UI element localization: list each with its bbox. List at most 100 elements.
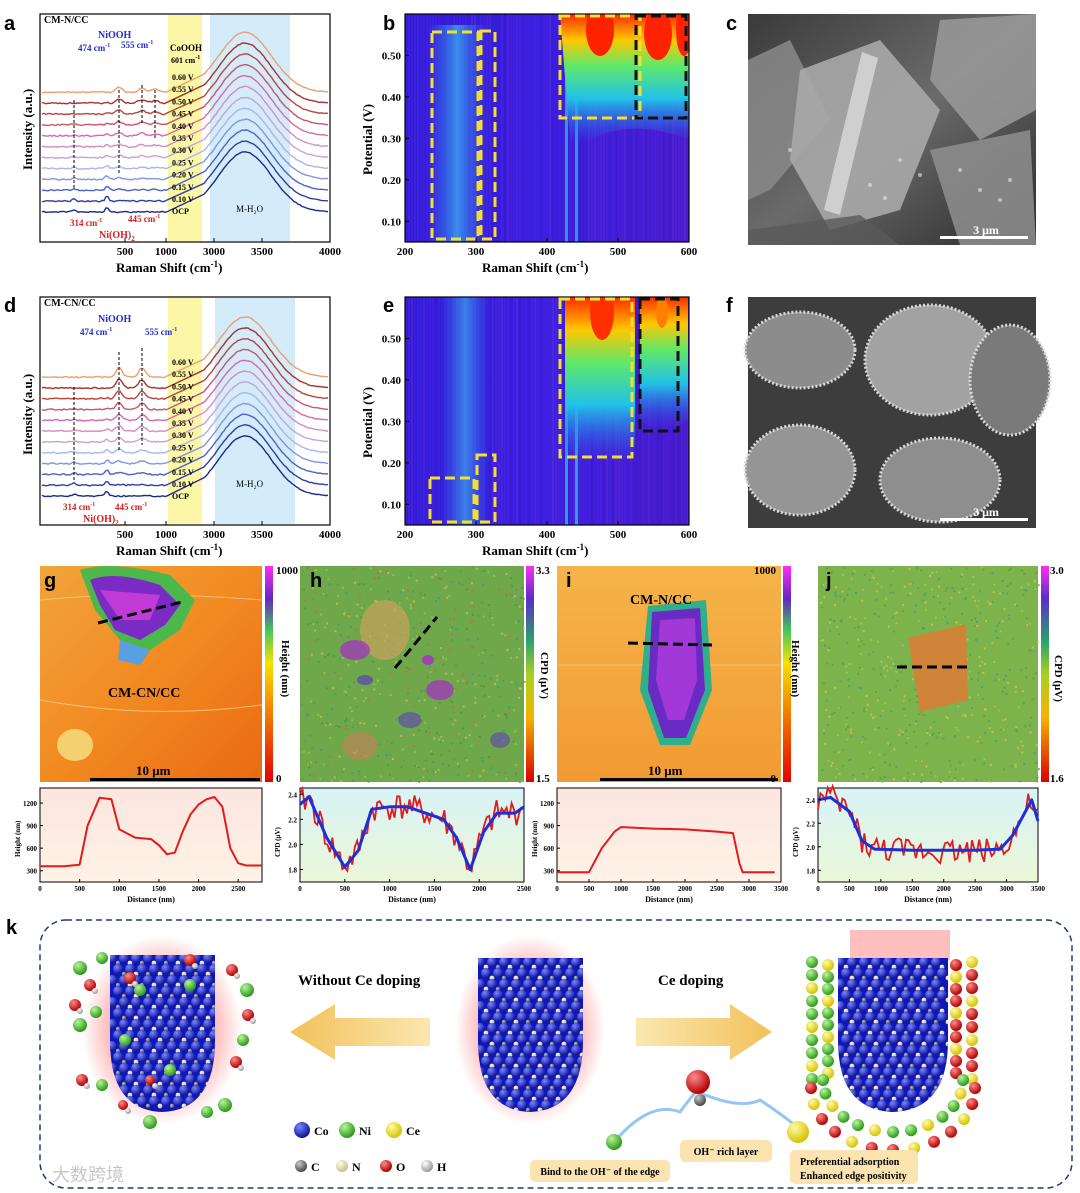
x-tick-label: 2000 <box>192 885 207 893</box>
water-label-d: M-H₂O <box>236 479 264 489</box>
bond-line <box>612 1089 802 1143</box>
x-tick-label: 500 <box>584 885 595 893</box>
spectrum-line <box>41 402 329 465</box>
oh-hydrogen <box>694 1094 706 1106</box>
nioh2-label-a: Ni(OH)2 <box>99 230 135 243</box>
legend-co-icon <box>294 1122 310 1138</box>
spectrum-line <box>41 327 328 390</box>
kpfm-image-h <box>300 566 526 784</box>
y-tick-label: 0.20 <box>382 458 402 470</box>
panel-j: j 3.0 1.6 CPD (μV) <box>818 565 1064 785</box>
spectrum-line <box>42 96 329 159</box>
y-label-a: Intensity (a.u.) <box>20 89 35 170</box>
spectrum-line <box>41 381 329 444</box>
legend-ce-icon <box>386 1122 402 1138</box>
cbar-max-h: 3.3 <box>536 565 550 577</box>
panel-label-d: d <box>4 295 16 317</box>
x-label-d: Raman Shift (cm-1) <box>116 542 222 558</box>
cbar-max-g: 1000 <box>276 565 299 577</box>
potential-label: 0.45 V <box>172 395 194 404</box>
x-tick-label: 300 <box>468 246 485 258</box>
x-tick-label: 2000 <box>937 885 952 893</box>
potential-label: 0.40 V <box>172 407 194 416</box>
note-pref-box <box>790 1150 918 1184</box>
potential-label: 0.30 V <box>172 431 194 440</box>
adsorbates-left <box>69 952 256 1129</box>
tip-middle <box>478 958 583 1112</box>
x-tick-label: 400 <box>539 529 556 541</box>
cbar-label-h: CPD (μV) <box>538 652 550 699</box>
y-tick-label: 0.50 <box>382 50 402 62</box>
x-tick-label: 3000 <box>1000 885 1015 893</box>
profile-h: 2.4 2.2 2.0 1.8 0 500 1000 1500 2000 2500 Distance… <box>274 785 532 904</box>
note-pref-2: Enhanced edge positivity <box>800 1171 907 1182</box>
x-ticks-a: 500 1000 3000 3500 4000 <box>117 238 342 258</box>
x-tick-label: 300 <box>468 529 485 541</box>
x-tick-label: 3500 <box>774 885 789 893</box>
x-tick-label: 4000 <box>319 246 342 258</box>
kpfm-image-j <box>818 566 1040 784</box>
scale-i: 10 μm <box>648 763 683 778</box>
y-tick-label: 0.30 <box>382 416 402 428</box>
sem-image-c <box>748 14 1036 245</box>
legend-o: O <box>396 1160 405 1174</box>
panel-e: e 0.10 0.20 0.30 0.40 0.50 200 300 400 500 600 P… <box>360 295 698 558</box>
spectrum-line <box>41 151 329 214</box>
x-tick-label: 1000 <box>874 885 889 893</box>
y-tick-label: 0.20 <box>382 175 402 187</box>
potential-label: 0.35 V <box>172 134 194 143</box>
spectrum-line <box>41 118 328 181</box>
y-tick-label: 300 <box>27 868 38 876</box>
ce-atom-bind <box>787 1121 809 1143</box>
profile-fit-line <box>817 795 1040 852</box>
potential-label: 0.50 V <box>172 382 194 391</box>
y-tick-label: 0.30 <box>382 133 402 145</box>
y-tick-label: 1200 <box>540 800 555 808</box>
svg-text:Ni(OH)2: Ni(OH)2 <box>83 514 119 527</box>
profile-line <box>40 796 262 868</box>
y-label-d: Intensity (a.u.) <box>20 374 35 455</box>
profile-y-label: Height (nm) <box>531 820 539 857</box>
svg-text:445 cm-1: 445 cm-1 <box>115 502 147 512</box>
oh-oxygen <box>686 1070 710 1094</box>
spectrum-line <box>41 140 329 203</box>
adsorbates-right <box>805 956 981 1156</box>
x-tick-label: 500 <box>117 246 134 258</box>
panel-a: a CM-N/CC NiOOH 474 cm-1 555 cm-1 CoOOH … <box>4 13 342 275</box>
potential-label: 0.30 V <box>172 146 194 155</box>
x-tick-label: 2500 <box>231 885 246 893</box>
potential-label: 0.10 V <box>172 480 194 489</box>
panel-h: h 3.3 1.5 CPD (μV) <box>300 565 550 785</box>
markers-d <box>73 348 143 480</box>
profile-x-label: Distance (nm) <box>388 895 436 904</box>
svg-text:Raman Shift (cm-1): Raman Shift (cm-1) <box>482 542 588 558</box>
y-tick-label: 2.4 <box>806 797 815 805</box>
profile-y-label: CPD (μV) <box>792 827 800 857</box>
tip-right <box>838 958 948 1112</box>
x-tick-label: 200 <box>397 246 414 258</box>
potential-label: 0.25 V <box>172 443 194 452</box>
x-ticks-b: 200 300 400 500 600 <box>397 238 698 258</box>
cooh-label-a: CoOOH <box>170 43 202 53</box>
panel-label-k: k <box>6 917 18 939</box>
panel-label-c: c <box>726 13 737 35</box>
x-tick-label: 1500 <box>427 885 442 893</box>
spectrum-line <box>41 129 329 192</box>
svg-text:Raman Shift (cm-1): Raman Shift (cm-1) <box>116 259 222 275</box>
panel-label-i: i <box>566 570 572 592</box>
x-tick-label: 0 <box>816 885 820 893</box>
legend-c: C <box>311 1160 320 1174</box>
scale-bar-c: 3 μm <box>973 223 999 237</box>
cbar-min-i: 0 <box>771 773 777 785</box>
panel-label-e: e <box>383 295 394 317</box>
tip-left <box>110 955 215 1112</box>
x-tick-label: 500 <box>74 885 85 893</box>
svg-text:555 cm-1: 555 cm-1 <box>121 40 153 50</box>
x-tick-label: 500 <box>844 885 855 893</box>
peak-314-d: 314 cm-1 <box>63 502 95 512</box>
y-tick-label: 300 <box>544 868 555 876</box>
potential-label: 0.55 V <box>172 370 194 379</box>
profile-line <box>557 826 775 874</box>
cbar-min-g: 0 <box>276 773 282 785</box>
svg-text:Raman Shift (cm-1): Raman Shift (cm-1) <box>116 542 222 558</box>
